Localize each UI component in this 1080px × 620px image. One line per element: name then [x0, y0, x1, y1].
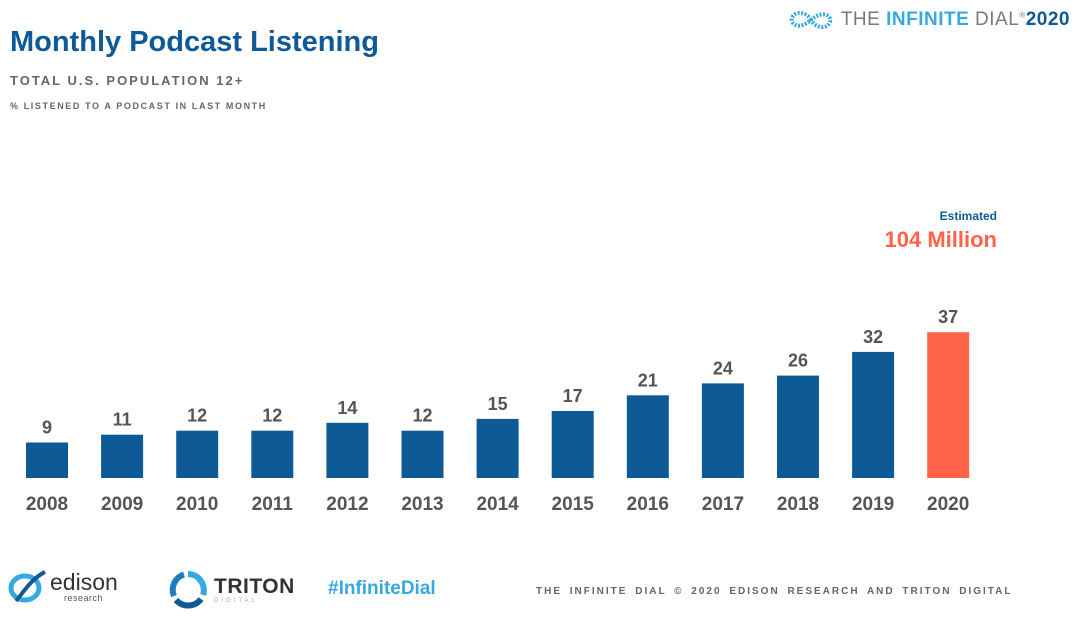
bar-2017	[701, 383, 744, 478]
category-label-2014: 2014	[476, 494, 519, 515]
category-label-2010: 2010	[176, 494, 218, 515]
brand-strong: INFINITE	[886, 9, 970, 30]
bar-chart: 9 2008 11 2009 12 2010 12 2011 14 2012 12 2013 15 201…	[26, 307, 970, 515]
category-label-2015: 2015	[552, 494, 595, 515]
category-label-2018: 2018	[777, 494, 819, 515]
value-label-2014: 15	[488, 394, 508, 414]
category-label-2013: 2013	[401, 494, 443, 515]
category-label-2017: 2017	[702, 494, 744, 515]
brand-suffix: DIAL	[969, 9, 1020, 30]
measure-note: % LISTENED TO A PODCAST IN LAST MONTH	[10, 101, 267, 111]
triton-wordmark: TRITON	[214, 575, 295, 598]
value-label-2013: 12	[412, 406, 432, 426]
bar-2009	[101, 434, 144, 478]
value-label-2020: 37	[938, 307, 958, 327]
bar-2012	[326, 422, 369, 478]
brand-prefix: THE	[840, 9, 887, 30]
edison-wordmark: edison	[50, 569, 118, 595]
triton-digital-logo: TRITON DIGITAL	[168, 570, 295, 610]
page-title: Monthly Podcast Listening	[10, 26, 379, 58]
category-label-2011: 2011	[252, 494, 294, 515]
infinite-dial-brand: THE INFINITE DIAL®2020	[787, 6, 1070, 34]
estimate-label: Estimated	[939, 209, 997, 223]
bar-2008	[26, 442, 68, 478]
category-label-2016: 2016	[627, 494, 669, 515]
bar-2014	[476, 418, 519, 478]
category-label-2009: 2009	[101, 494, 143, 515]
category-label-2012: 2012	[326, 494, 368, 515]
brand-registered-mark: ®	[1019, 10, 1026, 20]
value-label-2011: 12	[262, 406, 282, 426]
edison-subtext: research	[64, 593, 104, 603]
brand-year: 2020	[1025, 9, 1070, 30]
bar-2011	[251, 430, 294, 478]
estimate-value: 104 Million	[884, 227, 997, 252]
category-label-2008: 2008	[26, 494, 68, 515]
value-label-2010: 12	[187, 406, 207, 426]
hashtag: #InfiniteDial	[328, 578, 436, 599]
category-label-2019: 2019	[852, 494, 894, 515]
bar-2016	[626, 395, 669, 478]
bar-2018	[777, 375, 819, 478]
value-label-2017: 24	[713, 358, 733, 378]
value-label-2008: 9	[42, 418, 52, 438]
value-label-2016: 21	[638, 370, 658, 390]
infinity-logo-icon	[789, 11, 833, 29]
value-label-2015: 17	[563, 386, 583, 406]
bar-2020	[927, 332, 970, 478]
bar-2010	[176, 430, 219, 478]
bar-2013	[401, 430, 444, 478]
edison-logo-icon	[8, 570, 46, 603]
edison-research-logo: edison research	[8, 566, 118, 608]
value-label-2019: 32	[863, 327, 883, 347]
page-subtitle: TOTAL U.S. POPULATION 12+	[10, 73, 245, 88]
category-label-2020: 2020	[927, 494, 969, 515]
value-label-2009: 11	[113, 410, 132, 430]
triton-subtext: DIGITAL	[214, 598, 258, 604]
bar-2019	[852, 351, 895, 478]
footer-copyright: THE INFINITE DIAL © 2020 EDISON RESEARCH…	[536, 586, 1013, 597]
value-label-2012: 14	[337, 398, 357, 418]
brand-wordmark: THE INFINITE DIAL®2020	[841, 9, 1070, 31]
triton-logo-icon	[169, 571, 207, 609]
value-label-2018: 26	[788, 351, 808, 371]
bar-2015	[551, 411, 594, 478]
